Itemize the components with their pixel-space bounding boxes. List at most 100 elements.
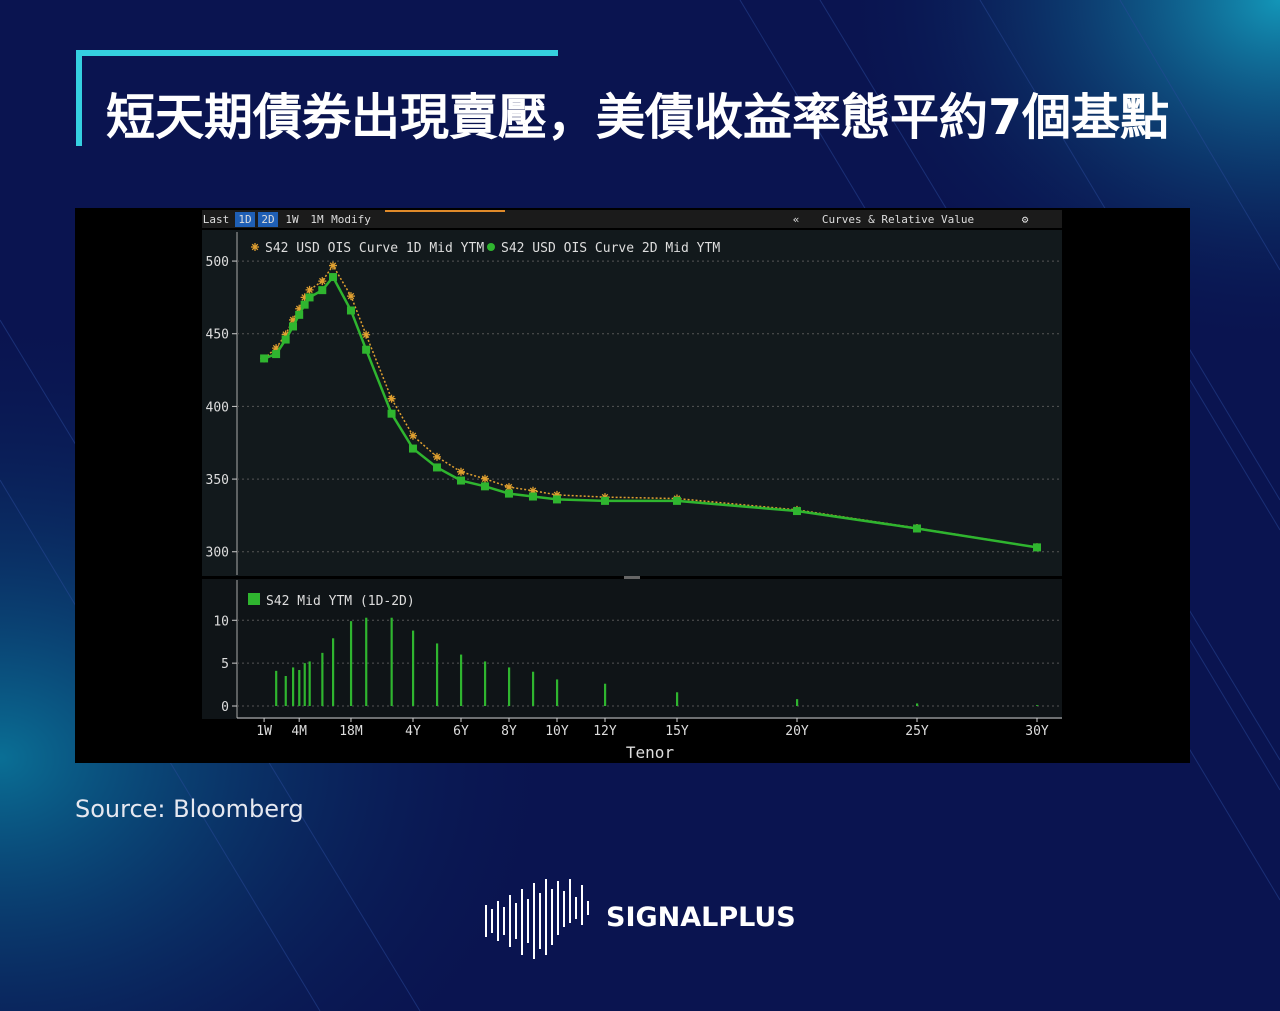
- point: [432, 452, 441, 461]
- plot-area: [202, 579, 1062, 719]
- legend-label: S42 USD OIS Curve 1D Mid YTM: [265, 241, 484, 256]
- point: [295, 304, 304, 313]
- bar: [390, 617, 393, 706]
- x-tick-label: 18M: [339, 724, 363, 739]
- x-tick-label: 12Y: [593, 724, 617, 739]
- point: [300, 293, 309, 302]
- logo-text: SIGNALPLUS: [606, 902, 796, 933]
- title: 短天期債券出現賣壓，美債收益率態平約7個基點: [106, 89, 1170, 146]
- point: [362, 330, 371, 339]
- point: [305, 285, 314, 294]
- bar: [531, 671, 535, 706]
- point: [504, 483, 513, 492]
- point: [346, 292, 355, 301]
- point: [272, 350, 281, 359]
- bar: [507, 667, 511, 706]
- point: [432, 463, 441, 472]
- bar: [459, 654, 463, 706]
- y-tick-label: 0: [221, 700, 229, 715]
- toolbar-button[interactable]: «: [793, 213, 800, 226]
- plot-area: [202, 230, 1062, 576]
- toolbar-button[interactable]: 2D: [261, 213, 274, 226]
- bar: [915, 703, 919, 706]
- point: [456, 467, 465, 476]
- source: Source: Bloomberg: [75, 795, 304, 823]
- bar: [291, 667, 295, 706]
- x-tick-label: 6Y: [453, 724, 469, 739]
- x-tick-label: 10Y: [545, 724, 569, 739]
- y-tick-label: 350: [206, 473, 229, 488]
- x-tick-label: 4M: [291, 724, 307, 739]
- bar: [435, 643, 439, 706]
- x-tick-label: 1W: [256, 724, 272, 739]
- point: [408, 431, 417, 440]
- point: [912, 524, 921, 533]
- logo-mark: [485, 879, 589, 959]
- point: [480, 482, 489, 491]
- point: [260, 354, 269, 363]
- point: [528, 486, 537, 495]
- toolbar-button[interactable]: 1D: [238, 213, 251, 226]
- bar: [284, 676, 287, 706]
- point: [456, 476, 465, 485]
- bar: [795, 699, 799, 706]
- divider: [624, 576, 640, 579]
- point: [318, 277, 327, 286]
- point: [408, 444, 417, 453]
- bar: [675, 692, 679, 706]
- point: [281, 335, 290, 344]
- toolbar-button[interactable]: 1W: [285, 213, 299, 226]
- bar: [411, 630, 415, 706]
- x-tick-label: 8Y: [501, 724, 517, 739]
- series-line: [263, 264, 1038, 548]
- toolbar-button[interactable]: Modify: [331, 213, 371, 226]
- point: [792, 507, 801, 516]
- title-bracket: [76, 50, 82, 146]
- bar: [275, 670, 278, 706]
- point: [672, 496, 681, 505]
- toolbar-highlight: [258, 212, 278, 227]
- y-tick-label: 10: [213, 614, 229, 629]
- settings-icon[interactable]: ⚙: [1022, 213, 1029, 226]
- point: [362, 345, 371, 354]
- point: [528, 492, 537, 501]
- point: [387, 394, 396, 403]
- x-tick-label: 15Y: [665, 724, 689, 739]
- toolbar-highlight: [235, 212, 255, 227]
- point: [1032, 543, 1041, 552]
- point: [305, 293, 314, 302]
- toolbar-accent: [385, 210, 505, 212]
- bar: [555, 679, 559, 706]
- point: [328, 261, 337, 270]
- point: [552, 490, 561, 499]
- toolbar-button[interactable]: 1M: [310, 213, 324, 226]
- bar: [303, 663, 306, 706]
- point: [272, 344, 281, 353]
- point: [281, 330, 290, 339]
- bar: [308, 661, 311, 706]
- x-tick-label: 4Y: [405, 724, 421, 739]
- point: [387, 409, 396, 418]
- point: [552, 495, 561, 504]
- legend-label: S42 USD OIS Curve 2D Mid YTM: [501, 241, 720, 256]
- toolbar-panel[interactable]: Curves & Relative Value: [822, 213, 974, 226]
- x-axis-label: Tenor: [626, 743, 675, 762]
- toolbar: [202, 210, 1062, 228]
- x-tick-label: 25Y: [905, 724, 929, 739]
- toolbar-button[interactable]: Last: [203, 213, 230, 226]
- point: [600, 496, 609, 505]
- bar: [331, 638, 335, 706]
- point: [480, 474, 489, 483]
- bar: [603, 683, 607, 706]
- point: [288, 315, 297, 324]
- point: [288, 322, 297, 331]
- y-tick-label: 450: [206, 328, 229, 343]
- x-tick-label: 30Y: [1025, 724, 1049, 739]
- bar: [321, 652, 324, 706]
- y-tick-label: 300: [206, 546, 229, 561]
- y-tick-label: 500: [206, 255, 229, 270]
- bar: [298, 670, 301, 706]
- bar: [483, 661, 487, 706]
